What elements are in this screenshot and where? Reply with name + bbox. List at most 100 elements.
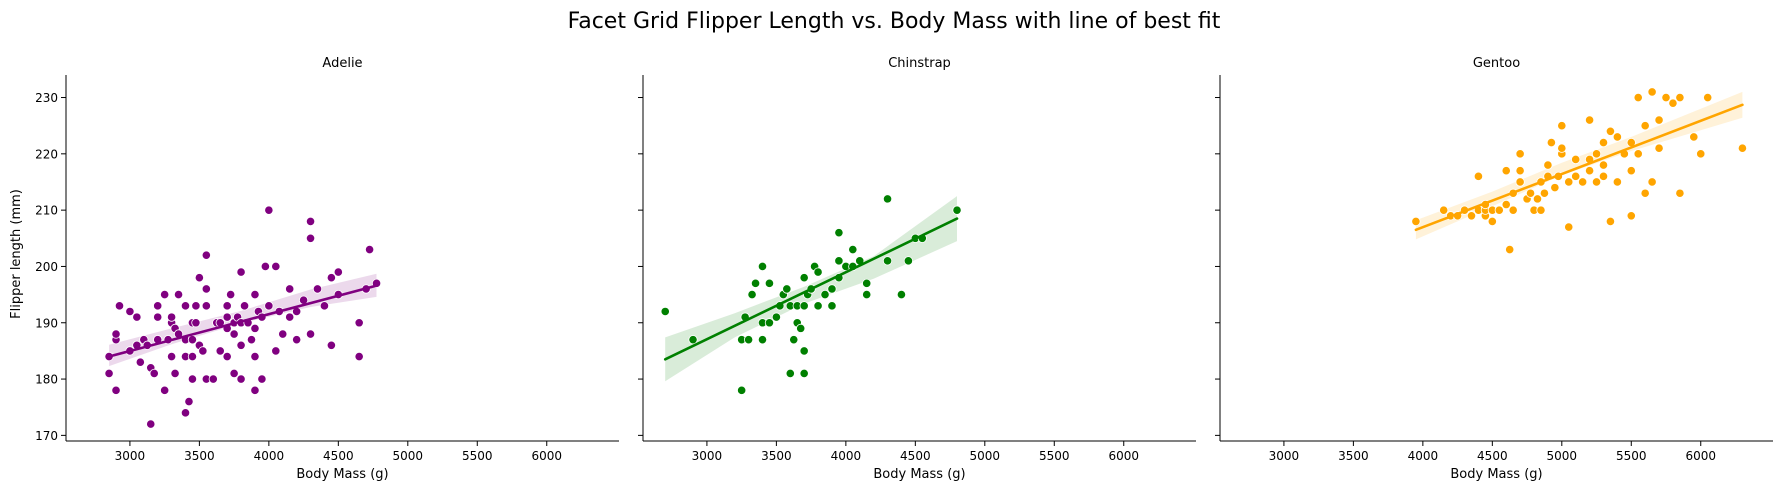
data-point bbox=[250, 351, 260, 362]
data-point bbox=[354, 318, 364, 328]
data-point bbox=[862, 278, 872, 288]
data-point bbox=[1550, 183, 1560, 193]
data-point bbox=[1598, 160, 1609, 170]
data-point bbox=[229, 368, 239, 379]
data-point bbox=[827, 301, 837, 311]
data-point bbox=[201, 250, 211, 260]
data-point bbox=[764, 318, 775, 328]
data-point bbox=[326, 340, 336, 350]
data-point bbox=[1605, 126, 1616, 136]
x-tick-label: 3000 bbox=[1269, 449, 1300, 463]
x-tick-label: 6000 bbox=[1685, 449, 1716, 463]
x-tick-label: 4500 bbox=[323, 449, 354, 463]
x-tick-label: 3500 bbox=[184, 449, 215, 463]
data-point bbox=[305, 216, 316, 226]
data-point bbox=[215, 346, 225, 356]
data-point bbox=[834, 228, 844, 238]
data-point bbox=[160, 289, 170, 300]
data-point bbox=[166, 351, 177, 362]
data-point bbox=[757, 335, 768, 345]
data-point bbox=[688, 335, 698, 345]
data-point bbox=[264, 301, 274, 311]
data-point bbox=[239, 301, 250, 311]
data-point bbox=[1598, 137, 1609, 148]
data-point bbox=[305, 233, 316, 243]
x-tick-label: 4500 bbox=[1477, 449, 1508, 463]
data-point bbox=[1578, 177, 1588, 187]
data-point bbox=[333, 267, 343, 277]
data-point bbox=[1647, 87, 1657, 97]
data-point bbox=[1532, 194, 1543, 204]
data-point bbox=[1675, 92, 1685, 103]
x-tick-label: 5000 bbox=[393, 449, 424, 463]
data-point bbox=[1584, 166, 1595, 176]
panel-gentoo: Gentoo 3000 3500 4000 4500 5000 5500 6000 Body M… bbox=[1215, 56, 1773, 482]
y-tick-label: 230 bbox=[35, 91, 58, 105]
data-point bbox=[1633, 92, 1643, 103]
data-point bbox=[250, 385, 260, 395]
data-point bbox=[848, 244, 858, 255]
panel-title: Adelie bbox=[322, 56, 362, 71]
data-point bbox=[135, 357, 145, 367]
best-fit-line bbox=[107, 284, 378, 358]
data-point bbox=[1661, 92, 1671, 103]
y-tick-label: 200 bbox=[35, 260, 58, 274]
data-point bbox=[222, 351, 232, 362]
data-point bbox=[1626, 166, 1636, 176]
data-point bbox=[278, 329, 288, 339]
data-point bbox=[187, 351, 198, 362]
data-point bbox=[1591, 177, 1602, 187]
data-point bbox=[1612, 132, 1622, 142]
data-point bbox=[1439, 205, 1449, 215]
data-point bbox=[1668, 98, 1678, 108]
data-point bbox=[305, 329, 316, 339]
data-point bbox=[1626, 211, 1636, 221]
data-point bbox=[952, 205, 962, 215]
data-point bbox=[1696, 149, 1706, 159]
data-point bbox=[271, 346, 281, 356]
data-point bbox=[250, 289, 260, 300]
data-point bbox=[862, 289, 872, 300]
data-point bbox=[180, 301, 191, 311]
data-point bbox=[785, 368, 795, 379]
data-point bbox=[1557, 121, 1567, 131]
data-point bbox=[229, 329, 239, 339]
x-tick-label: 5500 bbox=[462, 449, 493, 463]
facet-panels: Adelie 170 180 190 200 210 220 230 3000 3500 4000 4… bbox=[35, 56, 1773, 482]
panel-adelie: Adelie 170 180 190 200 210 220 230 3000 3500 4000 4… bbox=[35, 56, 619, 482]
data-point bbox=[1515, 177, 1525, 187]
data-point bbox=[1505, 244, 1515, 255]
data-point bbox=[764, 278, 775, 288]
data-point bbox=[1501, 166, 1511, 176]
data-point bbox=[1501, 199, 1511, 210]
x-tick-label: 4000 bbox=[831, 449, 862, 463]
data-point bbox=[149, 368, 159, 379]
data-point bbox=[173, 289, 184, 300]
data-point bbox=[896, 289, 907, 300]
x-tick-label: 3500 bbox=[1338, 449, 1369, 463]
data-point bbox=[757, 261, 768, 272]
data-point bbox=[132, 312, 142, 322]
x-axis-label: Body Mass (g) bbox=[873, 467, 965, 482]
data-point bbox=[799, 301, 809, 311]
data-point bbox=[660, 306, 670, 317]
data-point bbox=[187, 374, 198, 384]
data-point bbox=[737, 385, 747, 395]
data-point bbox=[153, 301, 163, 311]
data-point bbox=[1591, 149, 1602, 159]
data-point bbox=[1640, 121, 1650, 131]
x-axis-label: Body Mass (g) bbox=[296, 467, 388, 482]
x-tick-label: 5500 bbox=[1616, 449, 1647, 463]
data-point bbox=[1473, 171, 1484, 181]
data-point bbox=[771, 312, 781, 322]
data-point bbox=[799, 273, 809, 283]
data-point bbox=[1564, 177, 1574, 187]
data-point bbox=[146, 419, 156, 429]
data-point bbox=[198, 346, 208, 356]
data-point bbox=[1494, 205, 1504, 215]
x-tick-label: 5500 bbox=[1039, 449, 1070, 463]
confidence-band bbox=[1415, 91, 1743, 240]
data-point bbox=[153, 312, 163, 322]
x-tick-label: 3500 bbox=[761, 449, 792, 463]
